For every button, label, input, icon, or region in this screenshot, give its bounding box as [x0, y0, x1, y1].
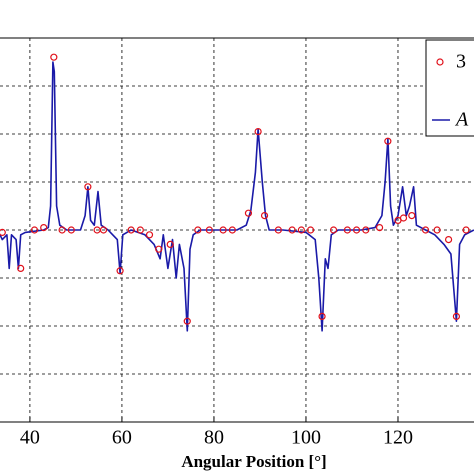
data-point	[297, 226, 305, 234]
data-point	[116, 267, 124, 275]
series-line	[0, 61, 474, 332]
data-point	[352, 226, 361, 234]
data-point	[288, 226, 296, 234]
data-point	[399, 214, 408, 222]
data-point	[329, 226, 338, 234]
data-point	[228, 226, 236, 234]
data-point	[0, 228, 6, 236]
x-tick-label: 60	[112, 427, 132, 449]
x-axis-label: Angular Position [°]	[181, 452, 326, 471]
data-point	[136, 226, 144, 234]
legend-label: 3	[456, 51, 466, 73]
data-point	[58, 226, 66, 234]
data-point	[205, 226, 213, 234]
data-point	[244, 209, 253, 217]
data-point	[219, 226, 227, 234]
legend: 3A	[425, 39, 474, 137]
data-point	[145, 231, 154, 239]
data-point	[306, 226, 315, 234]
legend-label: A	[454, 109, 469, 131]
data-point	[260, 212, 269, 220]
data-point	[127, 226, 135, 234]
data-point	[318, 312, 326, 320]
data-point	[444, 236, 453, 244]
data-point	[40, 224, 48, 232]
legend-marker	[436, 58, 444, 66]
plot-frame	[0, 37, 474, 423]
data-point	[99, 226, 108, 234]
data-point	[50, 53, 58, 61]
data-point	[452, 312, 461, 320]
data-point	[421, 226, 430, 234]
x-tick-label: 80	[204, 427, 224, 449]
data-point	[194, 226, 202, 234]
x-tick-label: 120	[383, 427, 413, 449]
data-point	[254, 128, 262, 136]
x-tick-label: 100	[291, 427, 321, 449]
data-point	[166, 240, 174, 248]
data-point	[343, 226, 351, 234]
data-point	[408, 212, 416, 220]
data-point	[84, 183, 92, 191]
data-point	[30, 226, 39, 234]
data-point	[362, 226, 370, 234]
data-point	[462, 226, 470, 234]
data-point	[17, 264, 25, 272]
data-point	[67, 226, 75, 234]
data-point	[183, 317, 191, 325]
data-point	[433, 226, 441, 234]
data-point	[375, 224, 384, 232]
data-point	[384, 137, 392, 145]
data-point	[155, 245, 163, 253]
x-tick-label: 40	[20, 427, 40, 449]
data-point	[274, 226, 282, 234]
